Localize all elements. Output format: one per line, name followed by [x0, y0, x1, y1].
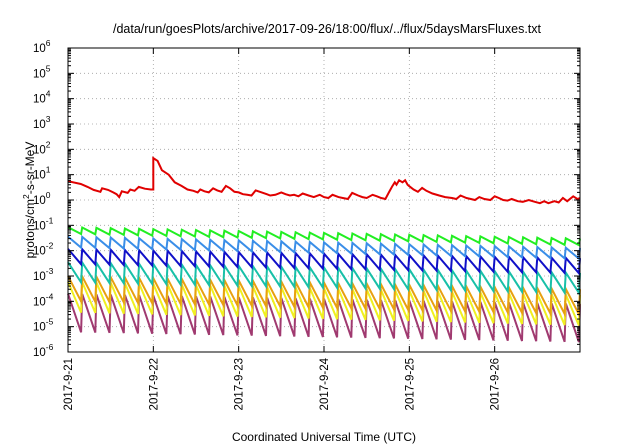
y-axis: 10-6 10-5 10-4 10-3 10-2 10-1 100 101 102 103 104 1…	[33, 38, 580, 359]
y-tick-label: 10-5	[33, 317, 54, 334]
y-axis-label: protons/cm2-s-sr-MeV	[21, 142, 37, 259]
y-tick-label: 100	[33, 190, 51, 207]
x-tick-label: 2017-9-22	[148, 358, 160, 410]
y-tick-label: 104	[33, 89, 51, 106]
y-tick-label: 105	[33, 63, 51, 80]
x-axis: 2017-9-21 2017-9-22 2017-9-23 2017-9-24 2017…	[63, 48, 502, 410]
x-tick-label: 2017-9-25	[404, 358, 416, 410]
y-tick-label: 10-2	[33, 241, 54, 258]
series-line	[67, 246, 581, 276]
series-line	[67, 225, 581, 247]
x-tick-label: 2017-9-24	[319, 357, 331, 410]
y-tick-label: 10-4	[33, 291, 54, 308]
x-tick-label: 2017-9-26	[490, 358, 502, 410]
y-tick-label: 10-3	[33, 266, 54, 283]
chart-title: /data/run/goesPlots/archive/2017-09-26/1…	[113, 22, 542, 36]
x-tick-label: 2017-9-21	[63, 358, 75, 410]
y-tick-label: 103	[33, 114, 51, 131]
y-tick-label: 106	[33, 38, 51, 55]
y-tick-label: 101	[33, 165, 51, 182]
series-line	[67, 234, 581, 261]
x-tick-label: 2017-9-23	[234, 358, 246, 410]
series-line	[67, 156, 581, 205]
y-tick-label: 102	[33, 139, 51, 156]
series-layer	[67, 156, 581, 343]
y-tick-label: 10-6	[33, 342, 54, 359]
y-tick-label: 10-1	[33, 215, 54, 232]
x-axis-label: Coordinated Universal Time (UTC)	[232, 430, 416, 444]
